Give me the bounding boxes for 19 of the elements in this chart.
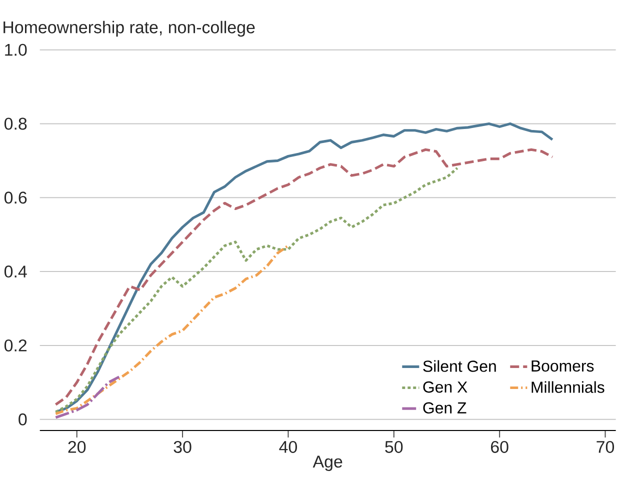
x-tick-label: 40 — [279, 440, 297, 453]
x-tick-label: 30 — [174, 440, 192, 453]
y-tick-label: 0.4 — [4, 265, 27, 278]
x-axis-title: Age — [312, 456, 342, 471]
legend-label: Silent Gen — [423, 360, 496, 372]
legend-label: Gen Z — [423, 402, 466, 414]
legend-label: Gen X — [423, 381, 468, 393]
y-axis-title: Homeownership rate, non-college — [4, 20, 255, 37]
y-tick-label: 0 — [18, 413, 27, 426]
x-tick-label: 60 — [491, 440, 508, 453]
x-tick-label: 50 — [385, 440, 403, 453]
y-tick-label: 0.8 — [4, 118, 27, 130]
y-tick-label: 0.2 — [4, 339, 27, 352]
legend-label: Millennials — [532, 381, 604, 393]
x-tick-label: 20 — [68, 440, 86, 453]
y-tick-label: 1.0 — [5, 44, 27, 56]
y-tick-label: 0.6 — [4, 192, 27, 204]
legend-label: Boomers — [532, 360, 594, 372]
x-tick-label: 70 — [596, 440, 614, 453]
